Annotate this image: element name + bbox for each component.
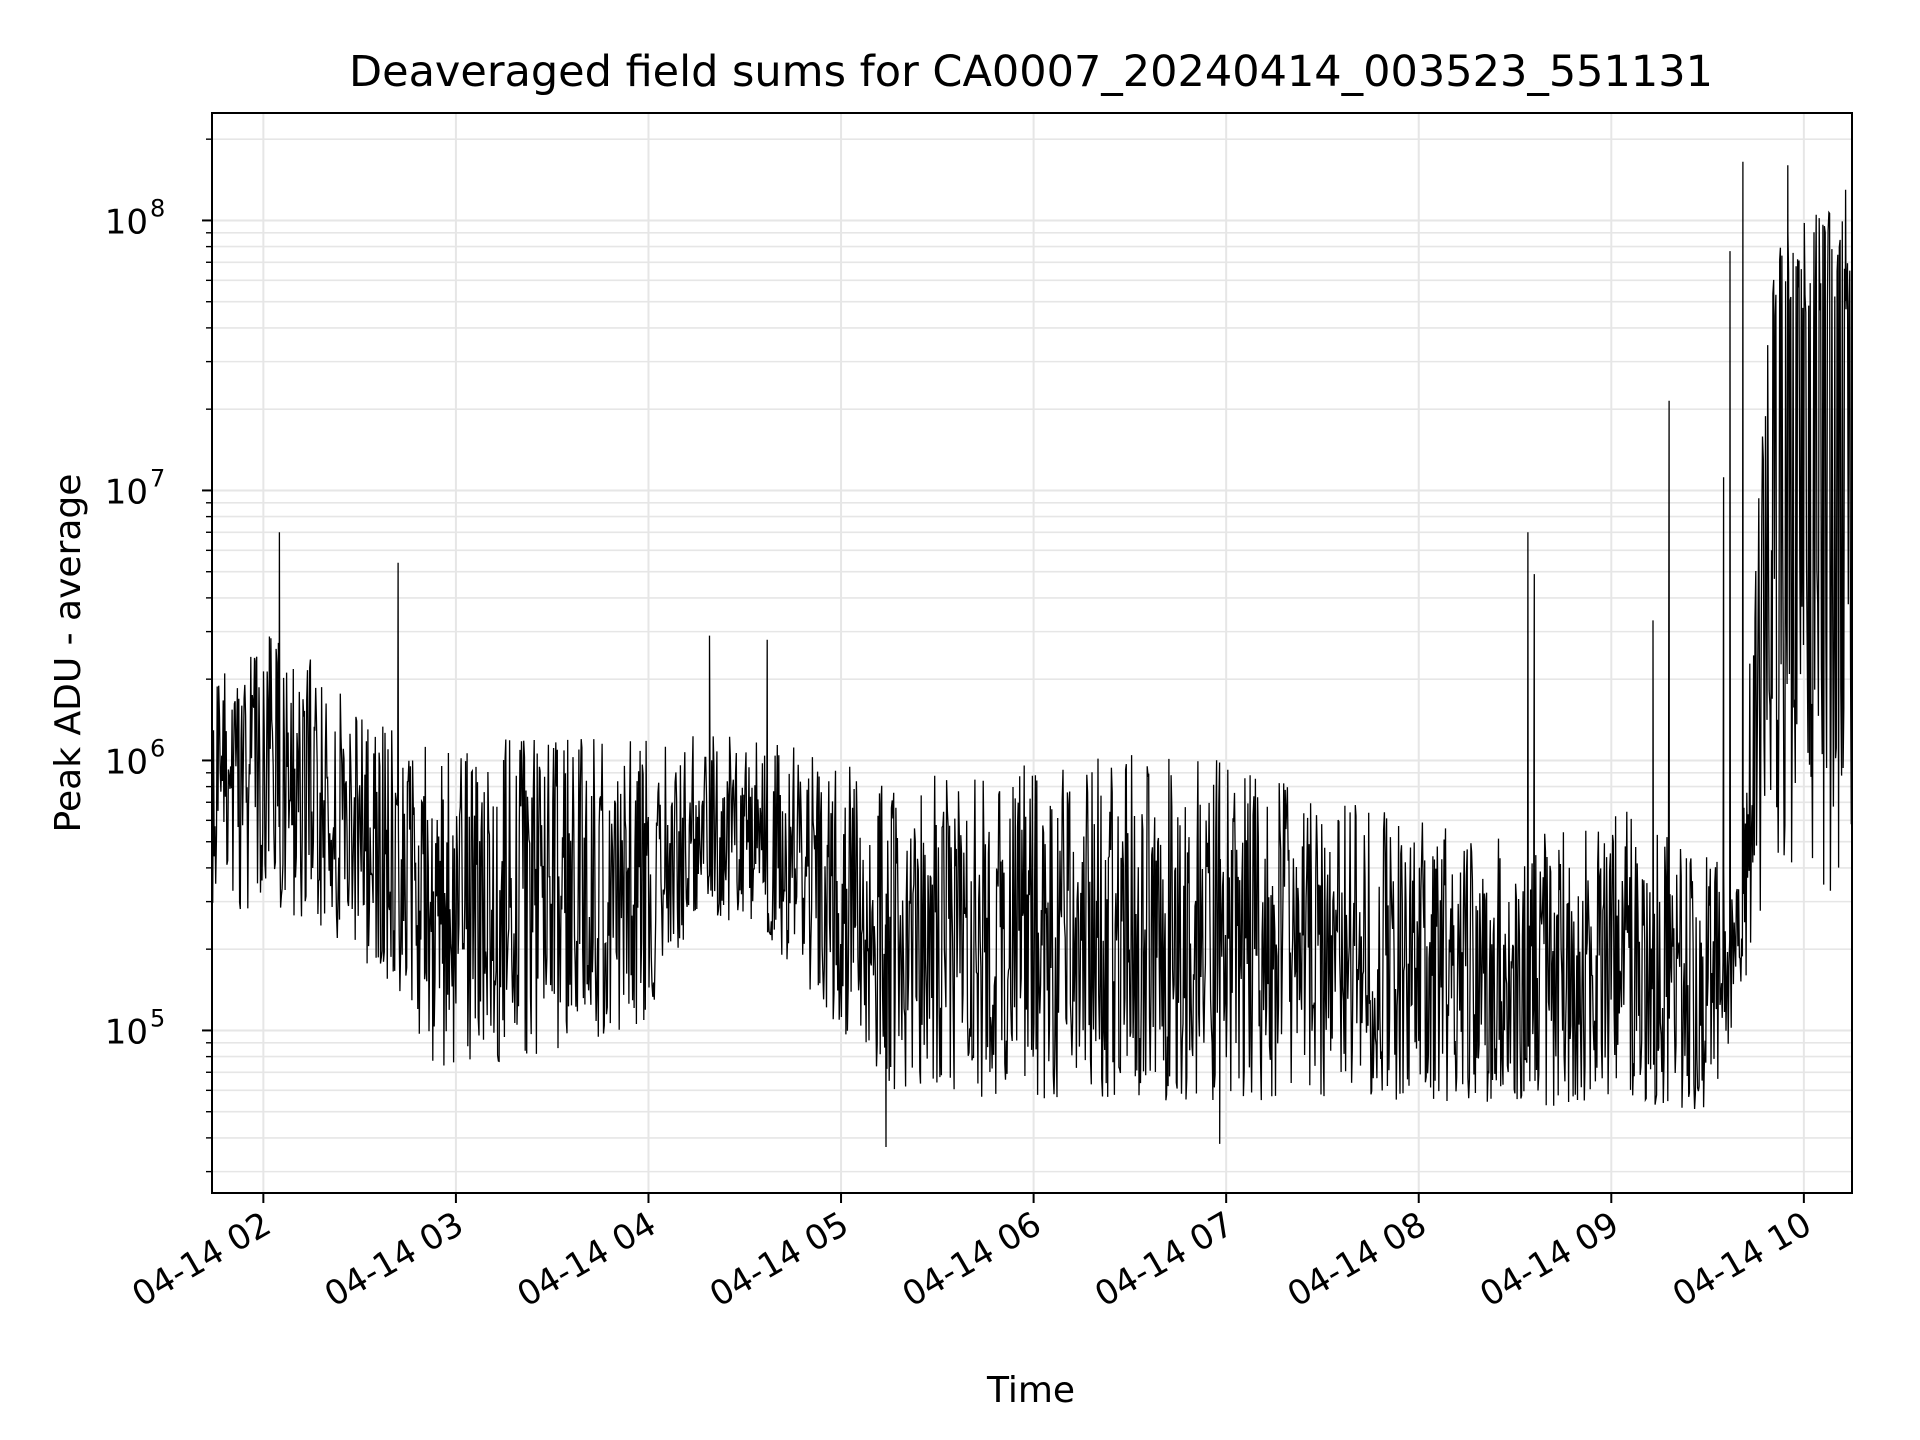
chart-title: Deaveraged field sums for CA0007_2024041… <box>349 47 1713 97</box>
series-line <box>211 161 1853 1148</box>
y-axis-label: Peak ADU - average <box>48 474 89 833</box>
y-tick-label: 10 <box>105 472 148 512</box>
series-path <box>211 161 1853 1148</box>
y-tick-label: 10 <box>105 202 148 242</box>
x-axis-label: Time <box>986 1370 1075 1411</box>
y-tick-label-exponent: 8 <box>150 194 165 222</box>
plot-frame <box>211 112 1853 1194</box>
y-tick-label: 10 <box>105 1012 148 1052</box>
y-tick-label-exponent: 5 <box>150 1004 165 1032</box>
y-tick-label: 10 <box>105 742 148 782</box>
y-tick-label-exponent: 7 <box>150 464 165 492</box>
y-tick-label-exponent: 6 <box>150 734 165 762</box>
